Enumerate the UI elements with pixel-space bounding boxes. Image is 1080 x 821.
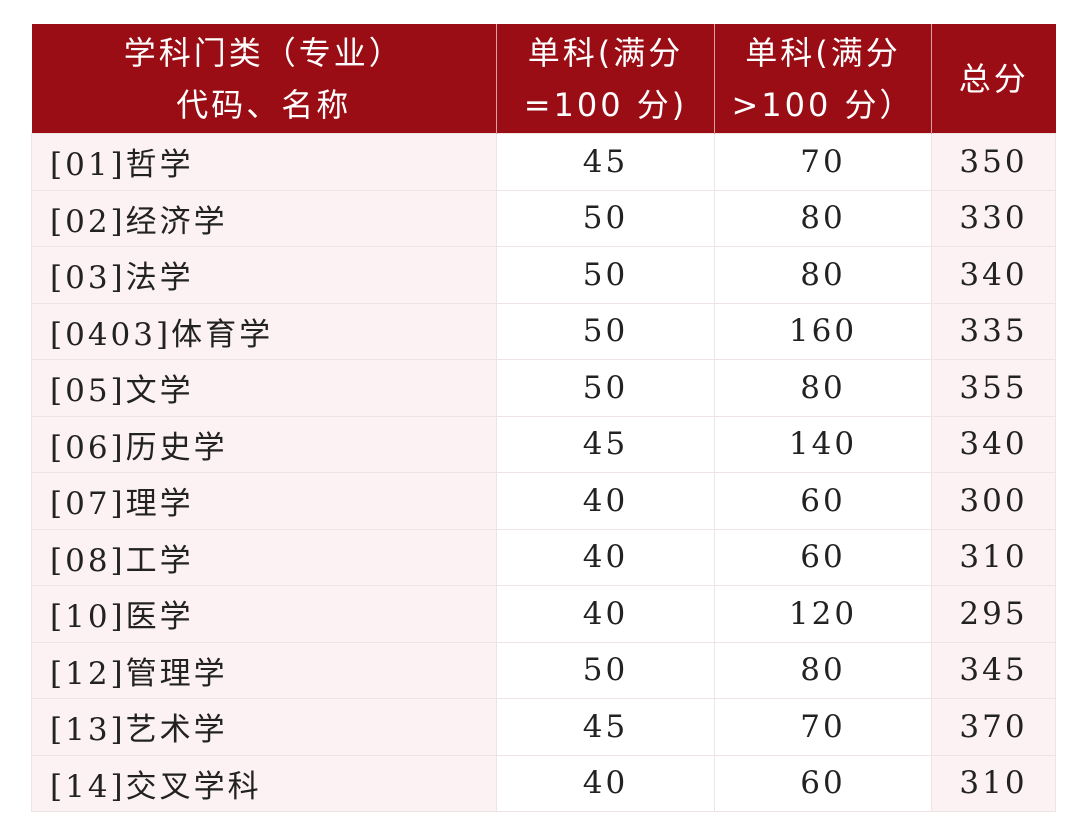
table-row: [14]交叉学科 40 60 310 — [31, 754, 1056, 812]
single-over-100-cell: 80 — [714, 641, 932, 699]
single-100-cell: 40 — [496, 585, 715, 643]
single-over-100-cell: 60 — [714, 528, 932, 586]
total-cell: 345 — [931, 641, 1056, 699]
header-subject: 学科门类（专业） 代码、名称 — [31, 24, 497, 134]
single-over-100-cell: 80 — [714, 359, 932, 417]
single-over-100-cell: 80 — [714, 189, 932, 247]
subject-cell: [01]哲学 — [31, 133, 497, 191]
total-cell: 295 — [931, 585, 1056, 643]
single-100-cell: 50 — [496, 359, 715, 417]
single-over-100-cell: 120 — [714, 585, 932, 643]
subject-cell: [07]理学 — [31, 472, 497, 530]
total-cell: 310 — [931, 754, 1056, 812]
single-100-cell: 50 — [496, 302, 715, 360]
subject-cell: [12]管理学 — [31, 641, 497, 699]
single-over-100-cell: 70 — [714, 133, 932, 191]
single-over-100-cell: 80 — [714, 246, 932, 304]
single-over-100-cell: 160 — [714, 302, 932, 360]
total-cell: 335 — [931, 302, 1056, 360]
table-row: [02]经济学 50 80 330 — [31, 189, 1056, 247]
table-row: [05]文学 50 80 355 — [31, 359, 1056, 417]
single-100-cell: 50 — [496, 189, 715, 247]
total-cell: 340 — [931, 246, 1056, 304]
single-100-cell: 45 — [496, 133, 715, 191]
table-row: [10]医学 40 120 295 — [31, 585, 1056, 643]
table-row: [12]管理学 50 80 345 — [31, 641, 1056, 699]
subject-cell: [13]艺术学 — [31, 698, 497, 756]
single-100-cell: 45 — [496, 415, 715, 473]
header-single-100: 单科(满分 =100 分) — [496, 24, 715, 134]
single-over-100-cell: 70 — [714, 698, 932, 756]
score-table: 学科门类（专业） 代码、名称 单科(满分 =100 分) 单科(满分 >100 分） … — [31, 24, 1056, 812]
table-row: [08]工学 40 60 310 — [31, 528, 1056, 586]
subject-cell: [14]交叉学科 — [31, 754, 497, 812]
total-cell: 340 — [931, 415, 1056, 473]
single-100-cell: 50 — [496, 641, 715, 699]
header-line: 学科门类（专业） — [123, 33, 404, 72]
header-line: 代码、名称 — [176, 85, 352, 124]
table-row: [0403]体育学 50 160 335 — [31, 302, 1056, 360]
header-line: 单科(满分 — [527, 33, 684, 72]
single-100-cell: 40 — [496, 528, 715, 586]
table-row: [03]法学 50 80 340 — [31, 246, 1056, 304]
subject-cell: [06]历史学 — [31, 415, 497, 473]
subject-cell: [03]法学 — [31, 246, 497, 304]
subject-cell: [08]工学 — [31, 528, 497, 586]
subject-cell: [10]医学 — [31, 585, 497, 643]
total-cell: 330 — [931, 189, 1056, 247]
subject-cell: [0403]体育学 — [31, 302, 497, 360]
single-100-cell: 40 — [496, 472, 715, 530]
single-over-100-cell: 60 — [714, 754, 932, 812]
single-100-cell: 40 — [496, 754, 715, 812]
total-cell: 300 — [931, 472, 1056, 530]
total-cell: 370 — [931, 698, 1056, 756]
header-line: 单科(满分 — [745, 33, 901, 72]
header-row: 学科门类（专业） 代码、名称 单科(满分 =100 分) 单科(满分 >100 分） … — [31, 24, 1056, 134]
single-over-100-cell: 140 — [714, 415, 932, 473]
table-row: [06]历史学 45 140 340 — [31, 415, 1056, 473]
table-row: [13]艺术学 45 70 370 — [31, 698, 1056, 756]
total-cell: 310 — [931, 528, 1056, 586]
table-row: [01]哲学 45 70 350 — [31, 133, 1056, 191]
single-over-100-cell: 60 — [714, 472, 932, 530]
single-100-cell: 45 — [496, 698, 715, 756]
header-line: >100 分） — [731, 85, 915, 124]
subject-cell: [02]经济学 — [31, 189, 497, 247]
header-total: 总分 — [931, 24, 1056, 134]
subject-cell: [05]文学 — [31, 359, 497, 417]
table-row: [07]理学 40 60 300 — [31, 472, 1056, 530]
header-line: =100 分) — [523, 85, 688, 124]
total-cell: 355 — [931, 359, 1056, 417]
header-line: 总分 — [958, 59, 1029, 98]
header-single-over-100: 单科(满分 >100 分） — [714, 24, 932, 134]
total-cell: 350 — [931, 133, 1056, 191]
single-100-cell: 50 — [496, 246, 715, 304]
